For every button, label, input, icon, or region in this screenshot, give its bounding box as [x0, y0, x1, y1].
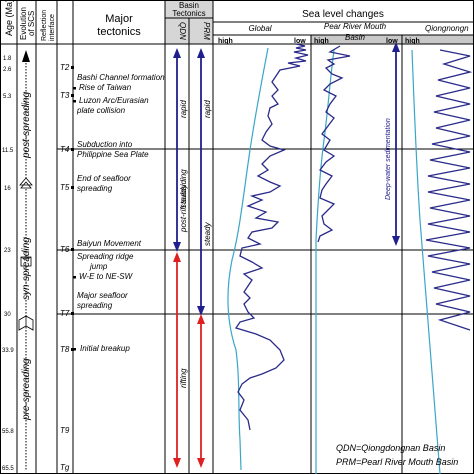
qiong-sea-level-curve [425, 49, 473, 331]
prm-header: PRM [202, 22, 211, 40]
prm-high-label: high [314, 38, 329, 45]
major-tectonics-header-1: Major [105, 13, 133, 25]
prm-low-label: low [386, 38, 398, 45]
reflection-label: T7 [60, 309, 70, 318]
reflection-label: T3 [60, 91, 70, 100]
arrow-up-icon [392, 42, 400, 52]
event-text: spreading [77, 184, 113, 193]
legend-prm: PRM=Pearl River Mouth Basin [336, 457, 458, 467]
stage-post-spreading: post-spreading [21, 91, 32, 159]
age-label: 55.8 [2, 429, 14, 435]
reflection-header-2: interface [49, 14, 56, 41]
event-text: Major seafloor [77, 291, 128, 300]
basin-arrows [176, 54, 202, 462]
event-text: End of seafloor [77, 174, 131, 183]
qiong-column-title: Qiongnongn [425, 24, 469, 33]
basin-tectonics-header-2: Tectonics [172, 9, 205, 18]
rifting-label: rifting [179, 368, 188, 388]
evolution-header-1: Evolution [19, 7, 28, 40]
arrow-heads [173, 48, 205, 468]
age-labels: 1.8 2.6 5.3 11.5 16 23 30 33.9 55.8 65.5 [2, 56, 14, 472]
reflection-ticks [71, 66, 74, 351]
book-icon [18, 315, 34, 331]
prm-steady-label: steady [203, 221, 212, 246]
global-sea-level-curve [234, 43, 309, 431]
reflection-label: T5 [60, 183, 70, 192]
prm-column-title-2: Basin [345, 33, 366, 42]
arrow-down-icon [197, 306, 205, 316]
event-text: Subduction into [77, 140, 133, 149]
evolution-axis [18, 50, 34, 470]
basin-tectonics-header-1: Basin [179, 1, 199, 10]
arrow-up-icon [22, 50, 30, 62]
global-low-label: low [294, 38, 306, 45]
arrow-down-icon [173, 458, 181, 468]
arrow-down-icon [173, 242, 181, 252]
reflection-label: T6 [60, 245, 70, 254]
event-text: Bashi Channel formation [77, 73, 165, 82]
event-text: plate collision [76, 106, 126, 115]
age-label: 30 [4, 312, 11, 318]
event-text: Philippine Sea Plate [77, 150, 149, 159]
global-reference-curve [227, 47, 269, 471]
arrow-down-icon [392, 236, 400, 246]
age-label: 5.3 [3, 94, 12, 100]
event-text: W-E to NE-SW [79, 272, 134, 281]
prm-reference-curve [315, 49, 335, 474]
age-label: 16 [4, 186, 11, 192]
stage-syn-spreading: syn-spreading [21, 237, 32, 300]
reflection-labels: T2 T3 T4 T5 T6 T7 T8 T9 Tg [60, 63, 70, 472]
qdn-header: QDN [178, 22, 187, 40]
age-label: 11.5 [2, 148, 14, 154]
age-label: 1.8 [3, 56, 12, 62]
ridge-jump-icon [20, 256, 32, 267]
event-text: Luzon Arc/Eurasian [79, 96, 149, 105]
qdn-steady-label: steady [179, 183, 188, 208]
event-text: Spreading ridge [77, 252, 134, 261]
qiong-high-label: high [405, 38, 420, 45]
deep-water-label: Deep-water sedimentation [385, 118, 392, 200]
prm-sea-level-curve [317, 45, 351, 243]
evolution-header-2: of SCS [27, 11, 36, 36]
major-tectonics-header-2: tectonics [97, 26, 141, 38]
stage-pre-spreading: pre-spreading [21, 358, 32, 421]
event-text: Baiyun Movement [77, 239, 142, 248]
age-header: Age (Ma) [4, 0, 14, 36]
age-label: 33.9 [2, 348, 14, 354]
event-text: spreading [77, 301, 113, 310]
reflection-label: T2 [60, 63, 70, 72]
arrow-up-icon [197, 48, 205, 58]
qdn-post-rift-label: post-rift subsiding [179, 169, 188, 233]
arrow-up-icon [197, 314, 205, 324]
prm-column-title-1: Pear River Mouth [324, 22, 387, 31]
sea-level-header: Sea level changes [302, 9, 384, 20]
reflection-label: T9 [60, 426, 70, 435]
reflection-label: T8 [60, 345, 70, 354]
event-text: Rise of Taiwan [79, 83, 132, 92]
global-column-title: Global [248, 24, 271, 33]
stage-marker-icon [19, 177, 33, 189]
tectonic-events: Bashi Channel formation Rise of Taiwan L… [76, 73, 165, 353]
event-bullets [73, 87, 76, 351]
age-label: 2.6 [3, 67, 12, 73]
age-label: 23 [4, 248, 11, 254]
event-text: jump [89, 262, 108, 271]
reflection-header-1: Reflection [41, 10, 48, 41]
arrow-down-icon [197, 458, 205, 468]
reflection-label: T4 [60, 145, 70, 154]
event-text: Initial breakup [80, 344, 130, 353]
reflection-label: Tg [60, 463, 70, 472]
qdn-rapid-label: rapid [179, 100, 188, 118]
prm-rapid-label: rapid [203, 100, 212, 118]
global-high-label: high [218, 38, 233, 45]
basin-phase-labels: post-rift subsiding rapid steady rapid s… [179, 100, 212, 388]
arrow-up-icon [173, 48, 181, 58]
sea-level-subheader-bg [311, 35, 474, 44]
legend-qdn: QDN=Qiongdongnan Basin [336, 443, 445, 453]
age-label: 65.5 [2, 466, 14, 472]
arrow-up-icon [173, 252, 181, 262]
qiong-reference-curve [411, 49, 441, 474]
